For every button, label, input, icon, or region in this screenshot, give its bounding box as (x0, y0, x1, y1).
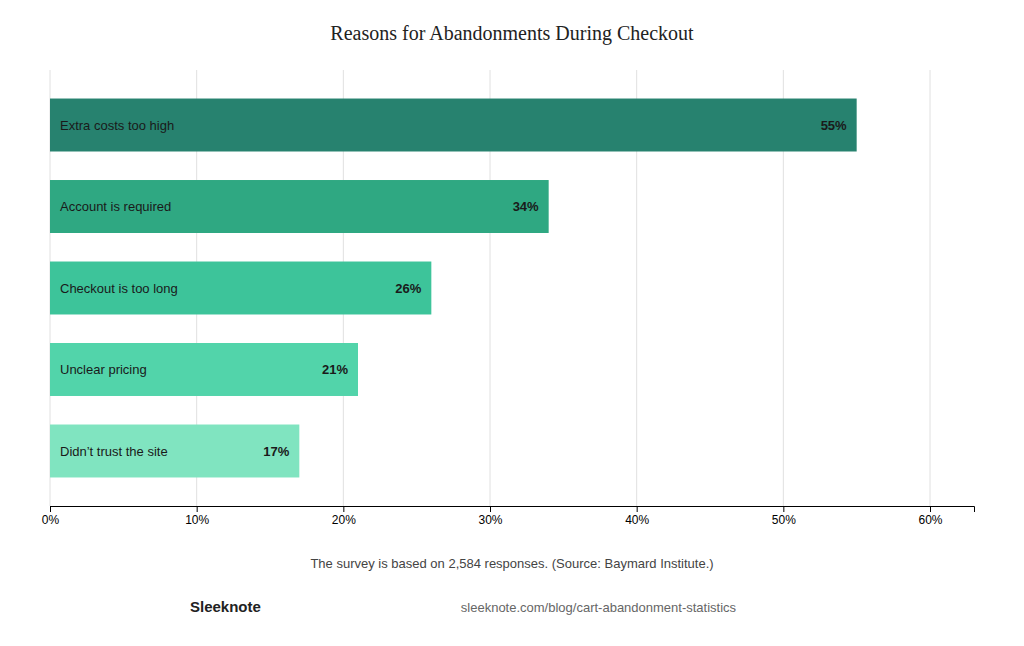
x-tick-mark (197, 506, 198, 512)
x-tick-mark (637, 506, 638, 512)
bar-labels: Extra costs too high Account is required C… (60, 118, 847, 459)
category-label: Account is required (60, 199, 171, 214)
bar (50, 180, 549, 233)
x-tick: 20% (332, 506, 356, 527)
x-tick-mark (490, 506, 491, 512)
x-tick-label: 10% (185, 513, 209, 527)
x-tick-label: 0% (42, 513, 60, 527)
x-tick: 40% (625, 506, 649, 527)
chart-title: Reasons for Abandonments During Checkout (330, 22, 694, 45)
x-tick-label: 30% (478, 513, 502, 527)
grid-line (930, 70, 931, 506)
source-note: The survey is based on 2,584 responses. … (310, 556, 713, 571)
category-label: Unclear pricing (60, 362, 147, 377)
chart-svg: 0% 10% 20% 30% 40% 50% 60% Extra costs too high… (0, 0, 1024, 646)
x-tick: 30% (478, 506, 502, 527)
footer-brand: Sleeknote (190, 598, 261, 615)
x-tick-label: 60% (918, 513, 942, 527)
x-tick-mark (930, 506, 931, 512)
footer-url: sleeknote.com/blog/cart-abandonment-stat… (461, 600, 737, 615)
x-tick-label: 20% (332, 513, 356, 527)
category-label: Didn’t trust the site (60, 444, 168, 459)
x-axis-line (51, 507, 975, 513)
chart-container: 0% 10% 20% 30% 40% 50% 60% Extra costs too high… (0, 0, 1024, 646)
bar (50, 425, 299, 478)
data-label: 17% (263, 444, 289, 459)
x-tick-mark (783, 506, 784, 512)
data-label: 34% (513, 199, 539, 214)
x-tick: 60% (918, 506, 942, 527)
data-label: 21% (322, 362, 348, 377)
category-label: Extra costs too high (60, 118, 174, 133)
plot-area: 0% 10% 20% 30% 40% 50% 60% Extra costs too high… (42, 70, 975, 527)
x-tick-label: 50% (772, 513, 796, 527)
annotations: The survey is based on 2,584 responses. … (190, 556, 737, 615)
data-label: 26% (395, 281, 421, 296)
x-tick-mark (343, 506, 344, 512)
bars (50, 99, 857, 478)
x-axis: 0% 10% 20% 30% 40% 50% 60% (42, 506, 975, 527)
x-tick-label: 40% (625, 513, 649, 527)
data-label: 55% (821, 118, 847, 133)
bar (50, 262, 431, 315)
bar (50, 99, 857, 152)
grid (50, 70, 930, 506)
bar (50, 343, 358, 396)
x-tick: 0% (42, 506, 60, 527)
x-tick: 10% (185, 506, 209, 527)
x-tick: 50% (772, 506, 796, 527)
x-tick-mark (50, 506, 51, 512)
category-label: Checkout is too long (60, 281, 178, 296)
